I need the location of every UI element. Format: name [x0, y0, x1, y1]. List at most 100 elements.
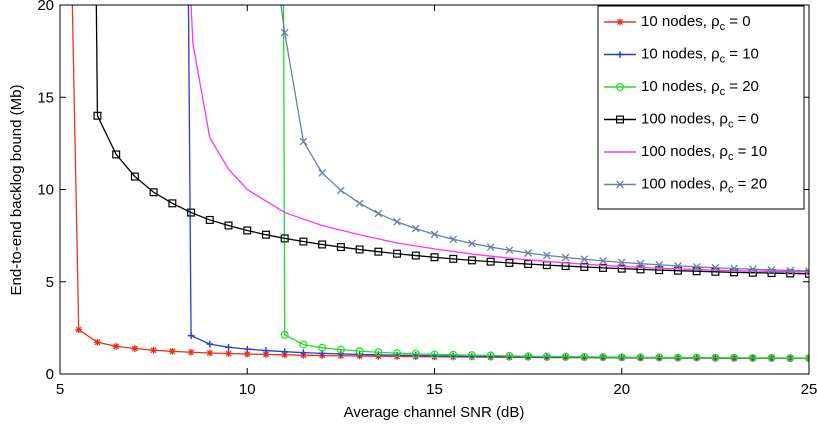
series-4-point — [692, 267, 701, 276]
series-4-point — [411, 251, 420, 260]
series-2-point — [225, 343, 232, 351]
series-4-point — [673, 266, 682, 275]
series-3-point — [636, 353, 645, 362]
y-tick-label: 10 — [37, 182, 54, 199]
legend-item-1: 10 nodes, ρc = 0 — [604, 13, 751, 33]
series-3-point — [561, 352, 570, 361]
series-4-point — [149, 188, 158, 197]
series-6-point — [411, 224, 420, 233]
legend-label: 10 nodes, ρc = 10 — [641, 46, 759, 66]
x-tick-label: 20 — [613, 381, 630, 398]
series-4-point — [524, 260, 533, 269]
series-3-point — [524, 352, 533, 361]
series-3-point — [748, 353, 757, 362]
series-6-point — [542, 251, 551, 260]
series-3-point — [411, 349, 420, 358]
series-1-point — [243, 350, 251, 358]
series-6-point — [468, 239, 476, 248]
legend-label: 100 nodes, ρc = 20 — [641, 176, 767, 196]
series-6-point — [505, 246, 514, 255]
series-4-line — [95, 5, 809, 275]
series-6-point — [730, 264, 738, 273]
series-5-line — [190, 5, 809, 273]
series-6-point — [374, 209, 383, 218]
series-3-point — [599, 353, 608, 362]
series-2-point — [300, 349, 307, 356]
series-6-point — [711, 263, 720, 272]
series-4-point — [280, 234, 289, 243]
series-1-point — [75, 326, 83, 334]
series-6-point — [355, 199, 364, 208]
legend-label: 10 nodes, ρc = 20 — [641, 78, 759, 98]
series-3 — [280, 5, 809, 363]
series-3-point — [692, 353, 701, 362]
series-6-point — [767, 266, 776, 274]
series-3-point — [786, 354, 795, 363]
series-1-point — [225, 350, 232, 357]
series-1-point — [131, 345, 139, 352]
series-6-point — [617, 258, 626, 267]
legend-item-3: 10 nodes, ρc = 20 — [604, 78, 759, 98]
legend-label: 10 nodes, ρc = 0 — [641, 13, 751, 33]
x-tick-label: 10 — [239, 381, 256, 398]
series-2-point — [262, 347, 270, 354]
legend-item-4: 100 nodes, ρc = 0 — [604, 111, 759, 131]
series-6-point — [561, 253, 570, 262]
series-3-point — [393, 349, 402, 358]
series-4-point — [486, 257, 495, 266]
series-3-point — [355, 347, 364, 356]
series-4-point — [393, 249, 402, 258]
series-1-point — [187, 348, 195, 356]
y-axis-label: End-to-end backlog bound (Mb) — [8, 85, 25, 296]
legend-label: 100 nodes, ρc = 10 — [641, 143, 767, 163]
series-4-point — [617, 264, 626, 273]
legend-box — [597, 5, 805, 210]
series-6-point — [430, 230, 439, 239]
series-3-point — [580, 352, 589, 361]
series-6-point — [580, 255, 589, 264]
legend-label: 100 nodes, ρc = 0 — [641, 111, 759, 131]
series-2-point — [337, 350, 345, 358]
series-3-point — [467, 351, 476, 360]
series-4-point — [355, 245, 364, 254]
series-3-point — [711, 353, 720, 362]
series-4-point — [655, 266, 664, 275]
series-4-point — [318, 240, 327, 249]
series-4-point — [374, 247, 383, 256]
series-4-point — [505, 258, 514, 267]
series-3-point — [374, 348, 383, 357]
series-3-point — [430, 350, 439, 359]
y-tick-label: 5 — [46, 274, 54, 291]
x-axis-label: Average channel SNR (dB) — [344, 404, 525, 421]
series-3-point — [336, 345, 345, 354]
series-layer — [71, 5, 809, 363]
series-3-point — [486, 351, 495, 360]
series-4-point — [467, 256, 476, 265]
series-3-point — [318, 343, 327, 352]
series-2-point — [206, 340, 214, 348]
series-1-point — [150, 346, 158, 354]
series-4-point — [112, 150, 121, 159]
series-4-point — [93, 111, 102, 120]
legend: 10 nodes, ρc = 0 10 nodes, ρc = 10 10 node… — [597, 5, 805, 210]
series-1-point — [262, 351, 270, 358]
series-1-point — [112, 342, 120, 350]
y-tick-label: 0 — [46, 366, 54, 383]
legend-swatch-marker — [616, 18, 624, 26]
series-6-point — [393, 217, 401, 226]
series-6-line — [280, 5, 809, 272]
series-4-point — [599, 263, 608, 272]
x-tick-label: 15 — [426, 381, 443, 398]
series-3-point — [673, 353, 682, 362]
series-6-point — [280, 28, 289, 37]
series-4-point — [224, 221, 233, 230]
series-4-point — [130, 172, 139, 181]
series-6-point — [599, 257, 607, 265]
y-tick-label: 20 — [37, 0, 54, 14]
series-4-point — [168, 199, 177, 208]
series-3-point — [767, 353, 776, 362]
series-6-point — [486, 243, 495, 251]
series-2-point — [187, 332, 195, 340]
